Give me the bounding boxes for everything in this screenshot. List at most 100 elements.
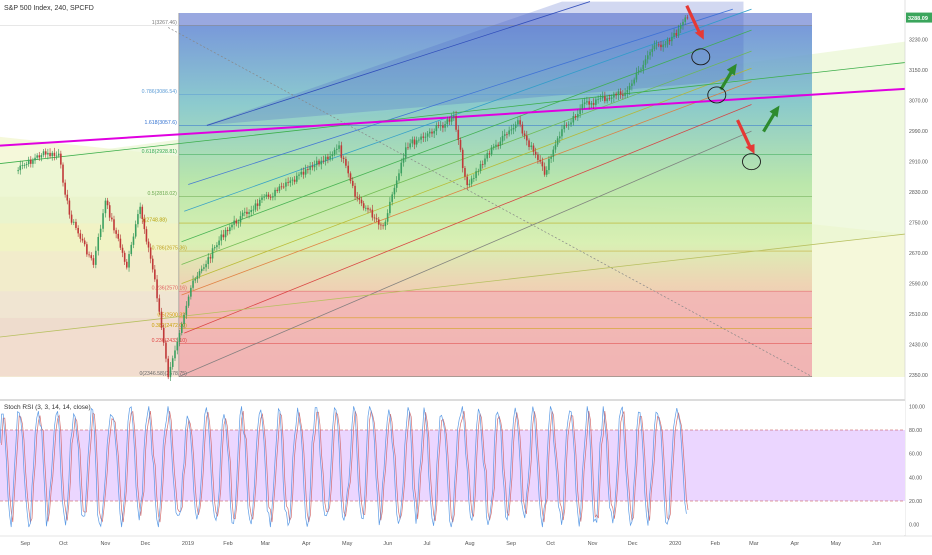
candle (113, 219, 115, 231)
candle (106, 200, 109, 206)
candle (530, 145, 533, 147)
candle (280, 186, 283, 188)
candle (484, 158, 486, 165)
candle (550, 156, 552, 159)
y-tick-label: 2510.00 (909, 312, 928, 318)
candle (165, 342, 167, 359)
x-tick-label: Aug (465, 541, 475, 547)
candle (338, 145, 340, 149)
candle (256, 203, 259, 206)
candle (92, 258, 95, 265)
x-tick-label: Dec (628, 541, 638, 547)
candle (115, 230, 117, 234)
candle (267, 194, 270, 197)
candle (610, 97, 613, 99)
candle (30, 159, 32, 164)
candle (384, 221, 387, 227)
candle (490, 147, 493, 155)
candle (413, 139, 416, 145)
annotation-circle (691, 48, 711, 66)
candle (577, 114, 579, 118)
candle (25, 164, 28, 166)
candle (169, 366, 172, 378)
candle (464, 168, 466, 177)
candle (322, 160, 325, 162)
candle (615, 93, 617, 96)
candle (561, 129, 563, 137)
candle (95, 250, 97, 265)
y-tick-label: 3070.00 (909, 99, 928, 105)
candle (567, 124, 570, 126)
magenta-trend-line (0, 87, 906, 147)
y-tick-label: 2750.00 (909, 221, 928, 227)
candle (83, 240, 86, 245)
time-axis-bg (0, 536, 932, 550)
candle (539, 159, 541, 162)
candle (606, 98, 608, 102)
price-axis-bg (905, 0, 932, 550)
candle (521, 124, 524, 134)
candle (68, 200, 71, 215)
up-arrow-icon (719, 63, 737, 91)
candle (583, 102, 586, 105)
left-fib-band (0, 251, 179, 292)
candle (517, 120, 519, 125)
candle (252, 209, 255, 211)
candle (429, 131, 431, 134)
candle (501, 135, 504, 142)
candle (664, 44, 667, 46)
x-tick-label: Dec (140, 541, 150, 547)
candle (377, 219, 380, 225)
fib-level-label: 0.236(2433.10) (152, 338, 187, 344)
candle (32, 160, 34, 164)
candle (134, 224, 137, 237)
candle (579, 108, 581, 115)
candle (358, 197, 361, 200)
candle (156, 279, 158, 299)
candle (265, 194, 268, 197)
candle (444, 124, 446, 128)
candle (373, 217, 376, 219)
candle (160, 311, 163, 328)
candle (304, 169, 307, 175)
candle (246, 211, 248, 214)
stoch-y-tick-label: 20.00 (909, 499, 922, 505)
candle (205, 264, 207, 268)
candle (532, 145, 535, 152)
y-tick-label: 2910.00 (909, 160, 928, 166)
candle (248, 212, 250, 214)
candle (477, 170, 480, 172)
candle (369, 209, 371, 211)
candle (62, 164, 64, 183)
stoch-k-line (0, 406, 687, 528)
stoch-y-tick-label: 0.00 (909, 523, 919, 529)
candle (644, 59, 647, 65)
candle (453, 115, 455, 117)
candle (203, 267, 205, 269)
candle (371, 209, 374, 218)
fib-level-label: 0.5(2500.32) (157, 312, 187, 318)
candle (402, 157, 405, 163)
fib-level-label: 1(3267.46) (152, 20, 177, 26)
stoch-y-tick-label: 80.00 (909, 428, 922, 434)
candle (34, 157, 36, 161)
y-tick-label: 3230.00 (909, 38, 928, 44)
fib-level-label: 1(2748.88) (142, 218, 167, 224)
candle (158, 298, 161, 312)
x-tick-label: 2020 (669, 541, 681, 547)
candle (27, 159, 30, 165)
candle (55, 155, 58, 157)
candle (526, 135, 528, 141)
candle (628, 85, 631, 90)
candle (349, 173, 352, 181)
candle (431, 131, 433, 134)
candle (126, 261, 128, 268)
candle (510, 129, 513, 131)
candle (455, 115, 457, 130)
candle (675, 32, 678, 36)
candle (51, 152, 54, 157)
candle (622, 94, 624, 96)
candle (360, 199, 363, 204)
